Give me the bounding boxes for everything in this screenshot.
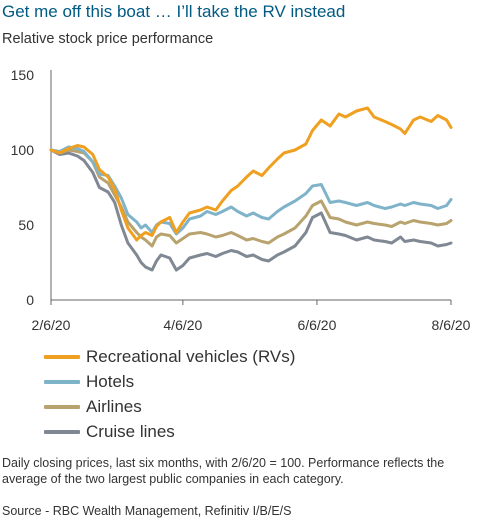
- x-tick-label: 6/6/20: [297, 317, 336, 333]
- legend-swatch-cruise: [44, 429, 80, 434]
- x-tick-label: 8/6/20: [432, 317, 471, 333]
- x-tick-label: 2/6/20: [32, 317, 71, 333]
- legend-label-hotels: Hotels: [86, 371, 135, 391]
- legend-label-rv: Recreational vehicles (RVs): [86, 346, 296, 366]
- chart-source: Source - RBC Wealth Management, Refiniti…: [2, 504, 292, 518]
- legend-item-airlines: Airlines: [44, 394, 295, 419]
- legend-item-rv: Recreational vehicles (RVs): [44, 344, 295, 369]
- legend-swatch-hotels: [44, 379, 80, 384]
- chart-footnote: Daily closing prices, last six months, w…: [2, 456, 445, 486]
- legend-item-hotels: Hotels: [44, 369, 295, 394]
- chart-subtitle: Relative stock price performance: [2, 31, 214, 47]
- series-line: [49, 148, 453, 272]
- legend-label-airlines: Airlines: [86, 396, 142, 416]
- y-tick-label: 150: [11, 67, 35, 83]
- legend-swatch-airlines: [44, 404, 80, 409]
- series-line: [49, 145, 453, 236]
- chart-legend: Recreational vehicles (RVs) Hotels Airli…: [44, 344, 295, 444]
- y-tick-label: 100: [11, 142, 35, 158]
- chart-title: Get me off this boat … I’ll take the RV …: [2, 2, 346, 21]
- legend-swatch-rv: [44, 354, 80, 359]
- line-chart: 0 50 100 150 2/6/20 4/6/20 6/6/20 8/6/20: [11, 67, 471, 333]
- legend-item-cruise: Cruise lines: [44, 419, 295, 444]
- series-line: [49, 106, 453, 242]
- y-tick-label: 0: [26, 292, 34, 308]
- y-tick-label: 50: [18, 217, 34, 233]
- legend-label-cruise: Cruise lines: [86, 421, 175, 441]
- x-tick-label: 4/6/20: [163, 317, 202, 333]
